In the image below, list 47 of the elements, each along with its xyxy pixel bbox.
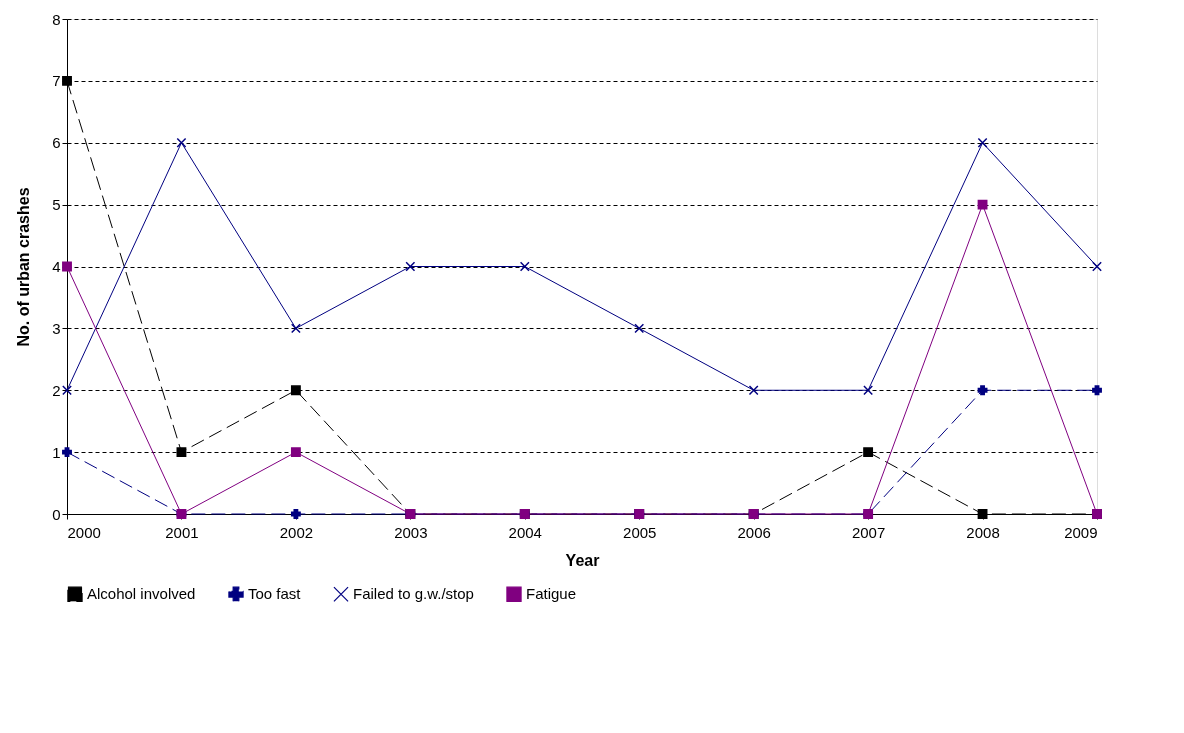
point (176, 137, 187, 148)
point (519, 261, 530, 272)
y-tick-label: 2 (52, 381, 61, 399)
x-tick-label: 2007 (851, 523, 886, 541)
point (977, 199, 988, 210)
point (634, 323, 645, 334)
point (62, 385, 72, 396)
y-axis-title: No. of urban crashes (15, 187, 33, 347)
x-tick-label: 2000 (67, 523, 101, 541)
point (405, 261, 416, 272)
x-tick-label: 2008 (966, 523, 1000, 541)
point (290, 447, 301, 458)
y-tick-label: 1 (52, 443, 61, 461)
legend-label: Fatigue (526, 585, 577, 603)
point (863, 447, 874, 458)
point (1092, 261, 1102, 272)
y-tick-label: 0 (52, 505, 61, 523)
point (62, 447, 72, 458)
point (290, 323, 301, 334)
y-tick-label: 5 (52, 196, 61, 214)
point (176, 447, 187, 458)
x-tick-label: 2005 (623, 523, 657, 541)
point (977, 509, 988, 519)
x-tick-label: 2006 (737, 523, 771, 541)
x-tick-label: 2001 (165, 523, 199, 541)
point (748, 385, 759, 396)
y-tick-label: 7 (52, 72, 61, 90)
point (62, 75, 72, 86)
y-tick-label: 4 (52, 258, 61, 275)
y-tick-label: 8 (52, 10, 61, 28)
legend-label: Alcohol involved (87, 585, 196, 603)
point (62, 261, 72, 272)
point (290, 509, 301, 519)
point (863, 385, 874, 396)
y-tick-label: 6 (52, 134, 61, 152)
legend-label: Too fast (248, 585, 302, 603)
x-axis-title: Year (565, 551, 600, 569)
point (977, 137, 988, 148)
point (977, 385, 988, 396)
point (1092, 385, 1102, 396)
x-tick-label: 2002 (279, 523, 314, 541)
x-tick-label: 2003 (394, 523, 428, 541)
y-tick-label: 3 (52, 319, 61, 337)
x-tick-label: 2004 (508, 523, 542, 541)
x-tick-label: 2009 (1064, 523, 1098, 541)
point (290, 385, 301, 396)
legend-label: Failed to g.w./stop (353, 585, 474, 603)
